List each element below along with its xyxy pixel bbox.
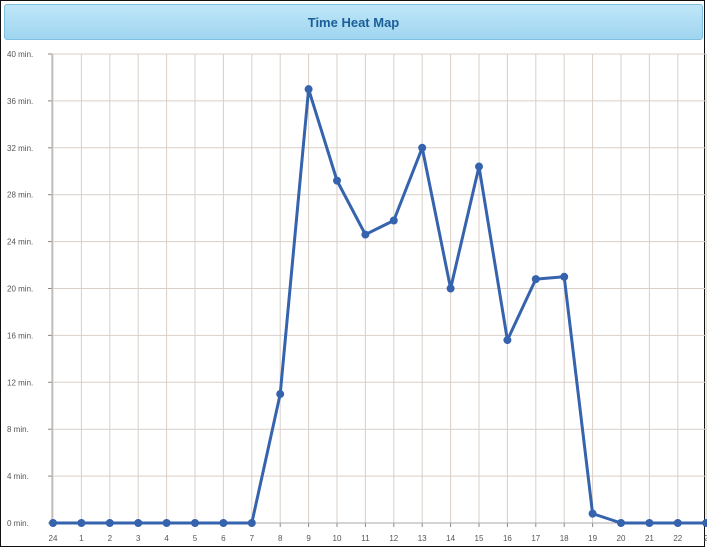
x-tick-label: 19: [588, 534, 597, 543]
x-tick-label: 9: [306, 534, 311, 543]
data-point: [191, 519, 199, 527]
x-tick-label: 17: [531, 534, 540, 543]
data-point: [446, 284, 455, 293]
data-point: [162, 519, 171, 527]
data-point: [617, 519, 625, 527]
y-tick-label: 12 min.: [7, 378, 33, 387]
chart-title: Time Heat Map: [307, 14, 400, 30]
x-tick-label: 7: [250, 534, 255, 543]
data-point: [588, 509, 597, 518]
x-tick-label: 21: [645, 534, 654, 543]
x-tick-label: 11: [361, 534, 370, 543]
data-point: [503, 336, 512, 345]
y-tick-label: 28 min.: [7, 191, 33, 200]
data-point: [361, 230, 370, 239]
y-tick-label: 32 min.: [7, 144, 33, 153]
x-tick-label: 3: [136, 534, 141, 543]
data-point: [304, 85, 313, 94]
x-tick-label: 13: [418, 534, 427, 543]
x-tick-label: 2: [704, 534, 707, 543]
series-line: [53, 87, 707, 525]
data-point: [134, 519, 143, 527]
y-tick-label: 16 min.: [7, 331, 33, 340]
data-point: [475, 162, 483, 171]
y-tick-label: 40 min.: [7, 50, 33, 59]
x-tick-label: 4: [164, 534, 169, 543]
x-tick-label: 5: [193, 534, 198, 543]
x-tick-label: 6: [221, 534, 226, 543]
x-tick-label: 15: [475, 534, 484, 543]
y-tick-label: 20 min.: [7, 285, 33, 294]
data-point: [389, 216, 398, 225]
y-tick-label: 0 min.: [7, 519, 29, 528]
data-point: [531, 275, 540, 284]
data-point: [247, 519, 256, 527]
x-tick-label: 16: [503, 534, 512, 543]
x-tick-label: 12: [389, 534, 398, 543]
data-point: [645, 519, 654, 527]
data-point: [77, 519, 86, 527]
x-tick-label: 10: [333, 534, 342, 543]
data-point: [560, 272, 569, 281]
y-tick-label: 4 min.: [7, 472, 29, 481]
x-tick-label: 18: [560, 534, 569, 543]
data-point: [105, 519, 114, 527]
x-tick-label: 14: [446, 534, 455, 543]
x-tick-label: 2: [108, 534, 113, 543]
data-point: [219, 519, 228, 527]
data-point: [276, 390, 285, 399]
y-tick-label: 24 min.: [7, 238, 33, 247]
data-point: [418, 143, 427, 152]
data-point: [49, 519, 57, 527]
title-bar: Time Heat Map: [4, 4, 703, 40]
y-tick-label: 8 min.: [7, 425, 29, 434]
y-tick-label: 36 min.: [7, 97, 33, 106]
data-point: [673, 519, 682, 527]
x-tick-label: 22: [673, 534, 682, 543]
x-tick-label: 24: [49, 534, 58, 543]
data-point: [702, 519, 707, 527]
data-point: [333, 176, 341, 185]
x-tick-label: 8: [278, 534, 283, 543]
x-tick-label: 1: [79, 534, 84, 543]
x-tick-label: 20: [617, 534, 626, 543]
